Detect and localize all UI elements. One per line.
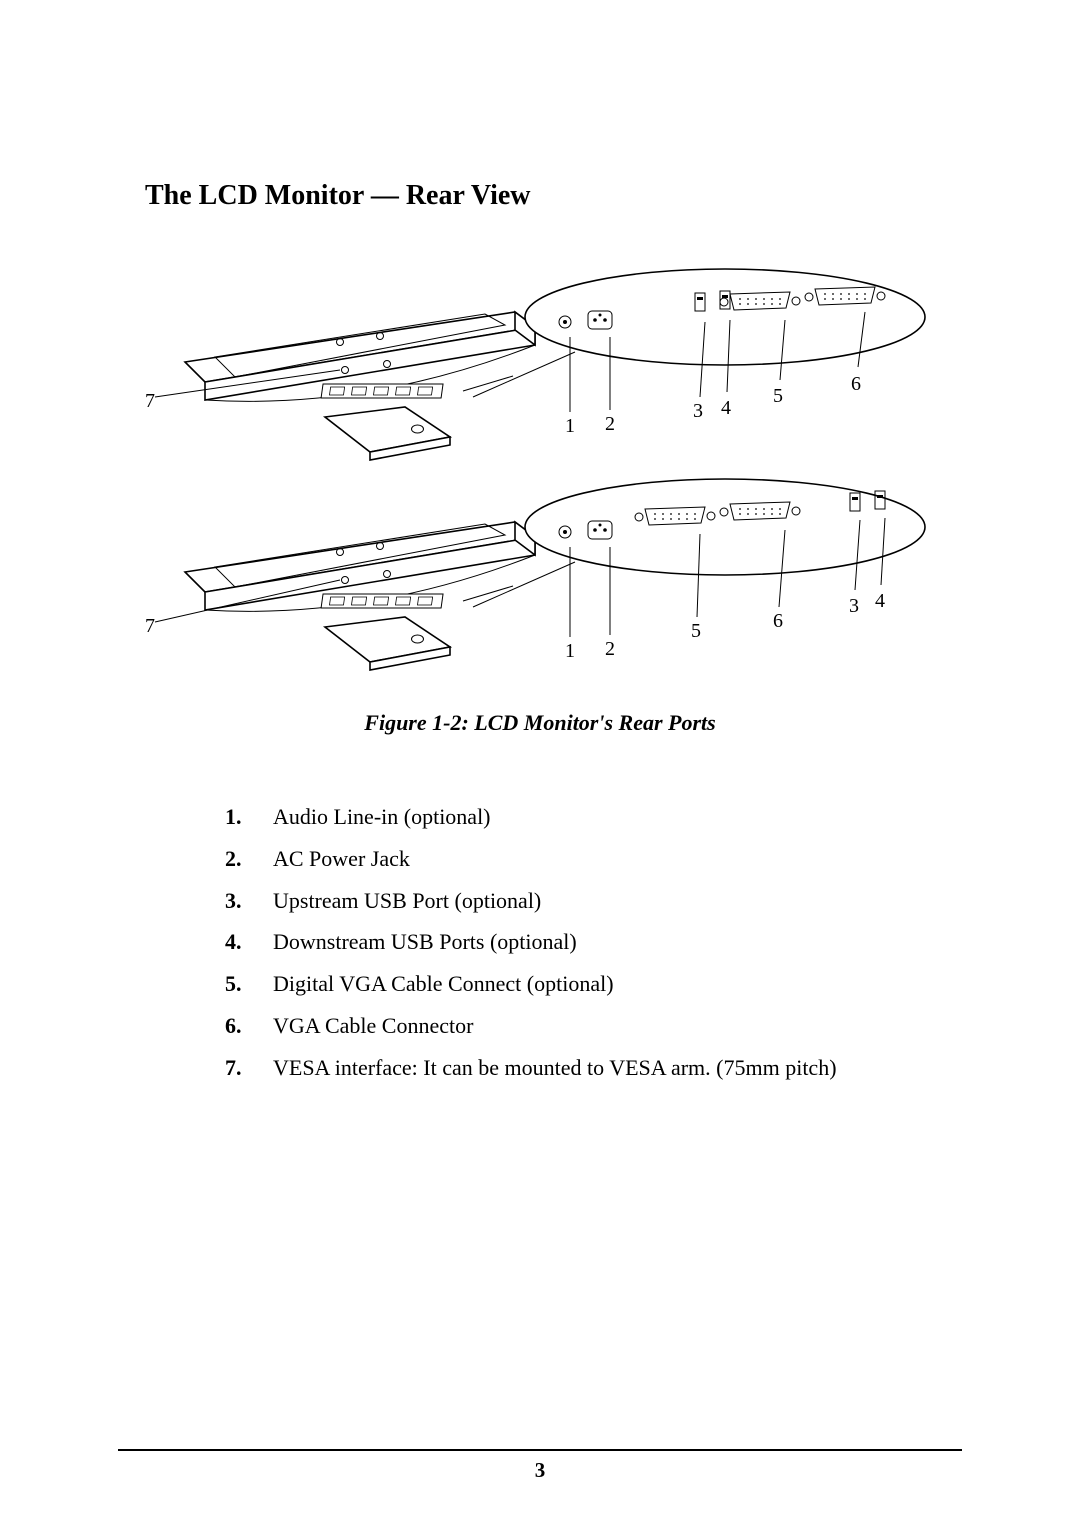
port-legend-text: AC Power Jack [273, 838, 935, 880]
port-legend-text: Downstream USB Ports (optional) [273, 921, 935, 963]
port-legend-number: 1. [225, 796, 273, 838]
port-legend-text: Upstream USB Port (optional) [273, 880, 935, 922]
port-legend-number: 6. [225, 1005, 273, 1047]
port-legend-list: 1.Audio Line-in (optional)2.AC Power Jac… [145, 796, 935, 1089]
svg-text:7: 7 [145, 615, 155, 637]
port-legend-number: 3. [225, 880, 273, 922]
figure-container: 71234567125634 Figure 1-2: LCD Monitor's… [145, 242, 935, 736]
port-legend-number: 2. [225, 838, 273, 880]
port-legend-item: 1.Audio Line-in (optional) [225, 796, 935, 838]
svg-text:3: 3 [849, 595, 859, 617]
page-number: 3 [0, 1458, 1080, 1483]
svg-text:1: 1 [565, 415, 575, 437]
port-legend-item: 6.VGA Cable Connector [225, 1005, 935, 1047]
svg-text:4: 4 [721, 397, 731, 419]
port-legend-item: 3.Upstream USB Port (optional) [225, 880, 935, 922]
rear-ports-diagram: 71234567125634 [145, 242, 935, 692]
port-legend-number: 7. [225, 1047, 273, 1089]
svg-text:7: 7 [145, 390, 155, 412]
footer-rule [118, 1449, 962, 1451]
port-legend-text: VGA Cable Connector [273, 1005, 935, 1047]
svg-text:5: 5 [773, 385, 783, 407]
svg-text:2: 2 [605, 638, 615, 660]
svg-text:3: 3 [693, 400, 703, 422]
port-legend-text: Audio Line-in (optional) [273, 796, 935, 838]
port-legend-item: 5.Digital VGA Cable Connect (optional) [225, 963, 935, 1005]
svg-text:6: 6 [851, 373, 861, 395]
section-heading: The LCD Monitor — Rear View [145, 180, 935, 212]
svg-text:4: 4 [875, 590, 885, 612]
port-legend-number: 5. [225, 963, 273, 1005]
svg-text:1: 1 [565, 640, 575, 662]
port-legend-number: 4. [225, 921, 273, 963]
port-legend-item: 2.AC Power Jack [225, 838, 935, 880]
svg-text:5: 5 [691, 620, 701, 642]
svg-text:6: 6 [773, 610, 783, 632]
port-legend-text: Digital VGA Cable Connect (optional) [273, 963, 935, 1005]
port-legend-text: VESA interface: It can be mounted to VES… [273, 1047, 935, 1089]
port-legend-item: 4.Downstream USB Ports (optional) [225, 921, 935, 963]
port-legend-item: 7.VESA interface: It can be mounted to V… [225, 1047, 935, 1089]
figure-caption: Figure 1-2: LCD Monitor's Rear Ports [145, 710, 935, 736]
svg-text:2: 2 [605, 413, 615, 435]
